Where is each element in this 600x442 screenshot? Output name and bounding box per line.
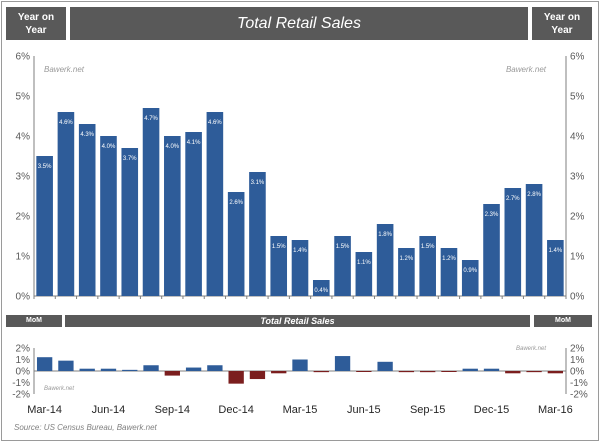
mom-label-left-text: MoM: [26, 317, 42, 324]
y-axis-title-right: Year on Year: [532, 7, 592, 40]
y-axis-title-right-text: Year on Year: [543, 12, 581, 36]
mom-title-bar: Total Retail Sales: [65, 315, 530, 327]
mom-label-right: MoM: [534, 315, 592, 327]
y-axis-title-left: Year on Year: [6, 7, 66, 40]
mom-label-right-text: MoM: [555, 317, 571, 324]
chart-title-bar: Total Retail Sales: [70, 7, 528, 40]
mom-chart-title: Total Retail Sales: [260, 316, 335, 326]
mom-label-left: MoM: [6, 315, 62, 327]
y-axis-title-left-text: Year on Year: [17, 12, 55, 36]
chart-title: Total Retail Sales: [237, 15, 361, 32]
source-note: Source: US Census Bureau, Bawerk.net: [14, 423, 157, 432]
